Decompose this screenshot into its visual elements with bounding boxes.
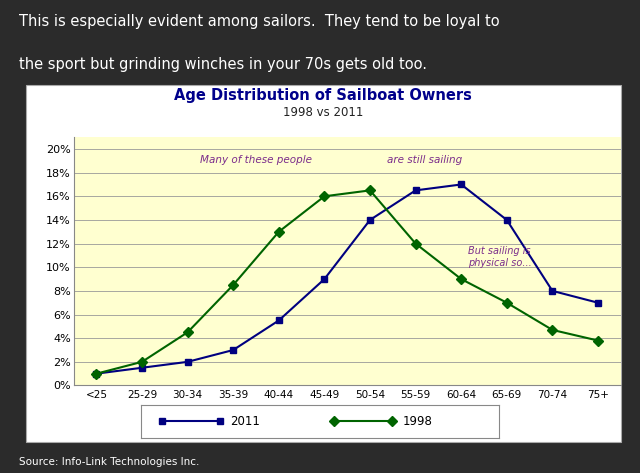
Text: 1998: 1998 <box>403 415 432 428</box>
X-axis label: Age Range: Age Range <box>309 407 385 420</box>
Text: Source: Info-Link Technologies Inc.: Source: Info-Link Technologies Inc. <box>19 457 200 467</box>
Text: are still sailing: are still sailing <box>387 155 462 165</box>
Text: 2011: 2011 <box>230 415 260 428</box>
Text: But sailing is
physical so...: But sailing is physical so... <box>468 246 532 268</box>
Text: 1998 vs 2011: 1998 vs 2011 <box>283 106 364 119</box>
Text: Many of these people: Many of these people <box>200 155 312 165</box>
Text: Age Distribution of Sailboat Owners: Age Distribution of Sailboat Owners <box>174 88 472 103</box>
Text: the sport but grinding winches in your 70s gets old too.: the sport but grinding winches in your 7… <box>19 57 428 72</box>
Text: This is especially evident among sailors.  They tend to be loyal to: This is especially evident among sailors… <box>19 14 500 29</box>
